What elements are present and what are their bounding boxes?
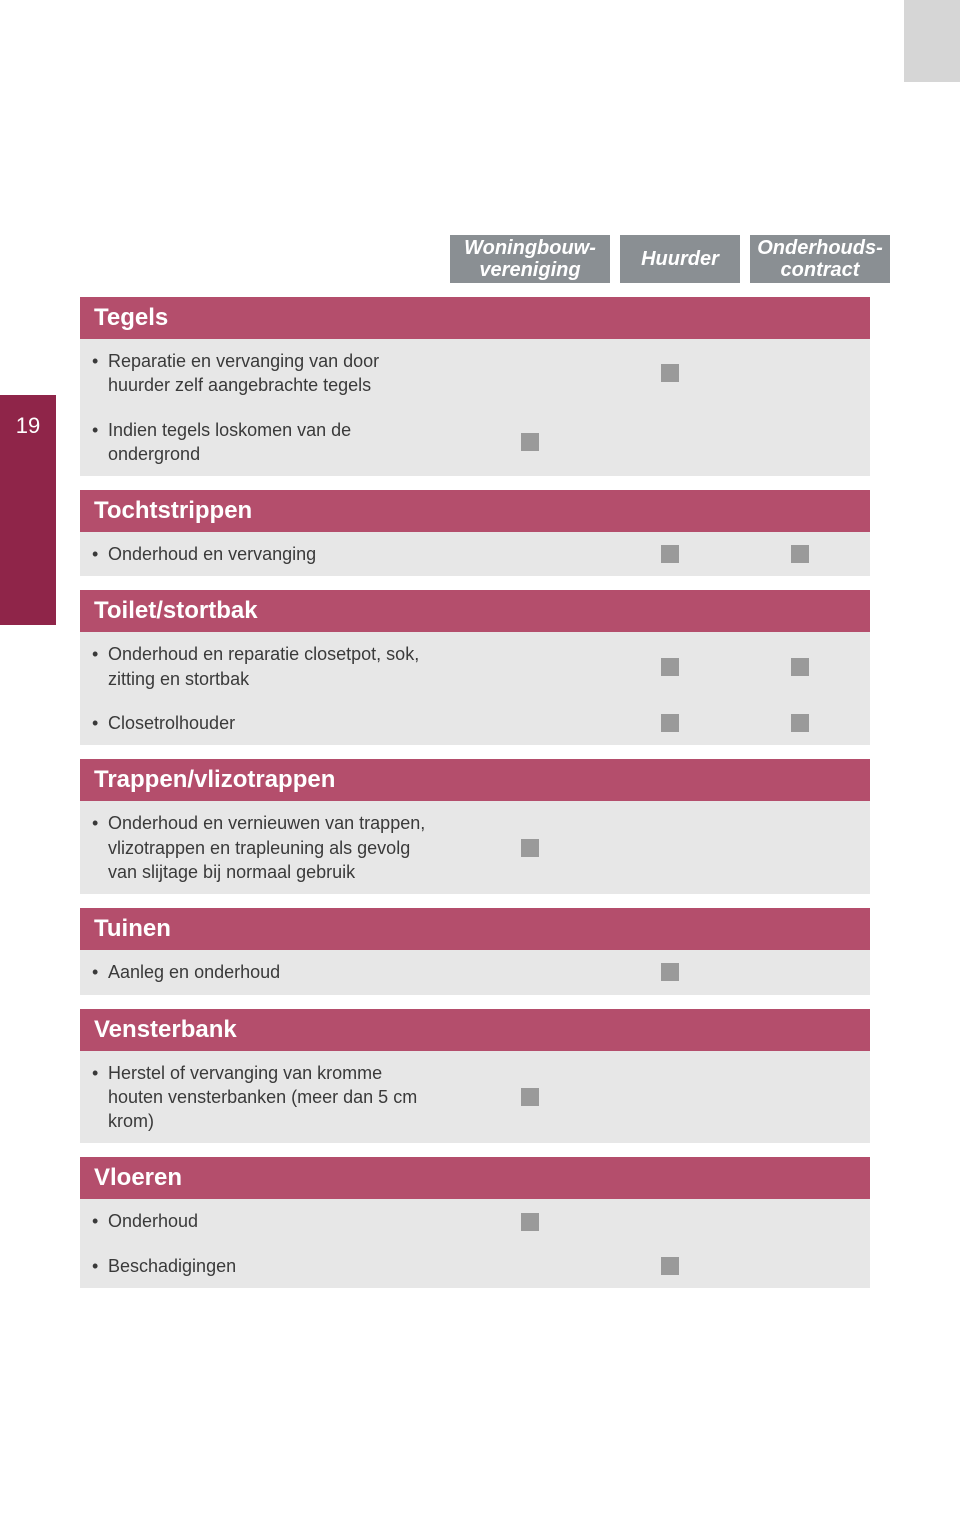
section-body: Herstel of vervanging van kromme houten … (80, 1051, 870, 1144)
table-row: Closetrolhouder (80, 701, 870, 745)
checkmark-icon (521, 433, 539, 451)
checkmark-icon (661, 658, 679, 676)
mark-cell (610, 532, 730, 576)
page: 19 Woningbouw- vereniging Huurder Onderh… (0, 0, 960, 1530)
checkmark-icon (661, 364, 679, 382)
section: Trappen/vlizotrappenOnderhoud en vernieu… (80, 759, 870, 894)
section: TochtstrippenOnderhoud en vervanging (80, 490, 870, 576)
page-number: 19 (0, 395, 56, 625)
mark-cell (450, 1051, 610, 1144)
table-row: Onderhoud en vervanging (80, 532, 870, 576)
mark-cell (730, 339, 870, 408)
mark-cell (450, 532, 610, 576)
checkmark-icon (661, 1257, 679, 1275)
section-header: Trappen/vlizotrappen (80, 759, 870, 801)
mark-cell (610, 701, 730, 745)
section-body: Onderhoud en vervanging (80, 532, 870, 576)
corner-tab (904, 0, 960, 82)
checkmark-icon (661, 545, 679, 563)
checkmark-icon (791, 545, 809, 563)
section-header: Tochtstrippen (80, 490, 870, 532)
section: TuinenAanleg en onderhoud (80, 908, 870, 994)
section-header: Tuinen (80, 908, 870, 950)
section-body: Aanleg en onderhoud (80, 950, 870, 994)
mark-cell (730, 701, 870, 745)
table-row: Reparatie en vervanging van door huurder… (80, 339, 870, 408)
mark-cell (610, 1244, 730, 1288)
row-label: Onderhoud en reparatie closetpot, sok, z… (80, 632, 450, 701)
checkmark-icon (661, 714, 679, 732)
column-header-1-text: Woningbouw- vereniging (464, 237, 596, 281)
row-label: Onderhoud en vervanging (80, 532, 450, 576)
section-header: Vloeren (80, 1157, 870, 1199)
section: VloerenOnderhoudBeschadigingen (80, 1157, 870, 1288)
row-label: Beschadigingen (80, 1244, 450, 1288)
section-body: OnderhoudBeschadigingen (80, 1199, 870, 1288)
row-label: Indien tegels loskomen van de ondergrond (80, 408, 450, 477)
table-row: Indien tegels loskomen van de ondergrond (80, 408, 870, 477)
mark-cell (730, 408, 870, 477)
row-label: Reparatie en vervanging van door huurder… (80, 339, 450, 408)
mark-cell (730, 532, 870, 576)
table-row: Onderhoud en reparatie closetpot, sok, z… (80, 632, 870, 701)
column-header-3-text: Onderhouds- contract (757, 237, 883, 281)
mark-cell (450, 632, 610, 701)
page-number-sidebar: 19 (0, 395, 56, 625)
mark-cell (610, 950, 730, 994)
mark-cell (730, 1199, 870, 1243)
section-body: Onderhoud en vernieuwen van trappen, vli… (80, 801, 870, 894)
row-label: Onderhoud en vernieuwen van trappen, vli… (80, 801, 450, 894)
mark-cell (610, 801, 730, 894)
sections-container: TegelsReparatie en vervanging van door h… (80, 297, 870, 1288)
row-label: Aanleg en onderhoud (80, 950, 450, 994)
checkmark-icon (521, 1213, 539, 1231)
column-header-2: Huurder (620, 235, 740, 283)
mark-cell (730, 950, 870, 994)
column-header-1: Woningbouw- vereniging (450, 235, 610, 283)
mark-cell (450, 408, 610, 477)
mark-cell (730, 1244, 870, 1288)
section: TegelsReparatie en vervanging van door h… (80, 297, 870, 476)
section-body: Onderhoud en reparatie closetpot, sok, z… (80, 632, 870, 745)
mark-cell (610, 1051, 730, 1144)
table-row: Onderhoud (80, 1199, 870, 1243)
table-row: Beschadigingen (80, 1244, 870, 1288)
mark-cell (730, 801, 870, 894)
mark-cell (730, 1051, 870, 1144)
mark-cell (450, 701, 610, 745)
checkmark-icon (791, 714, 809, 732)
mark-cell (450, 1244, 610, 1288)
main-content: Woningbouw- vereniging Huurder Onderhoud… (80, 235, 870, 1302)
row-label: Herstel of vervanging van kromme houten … (80, 1051, 450, 1144)
checkmark-icon (661, 963, 679, 981)
section: VensterbankHerstel of vervanging van kro… (80, 1009, 870, 1144)
table-row: Aanleg en onderhoud (80, 950, 870, 994)
column-header-3: Onderhouds- contract (750, 235, 890, 283)
checkmark-icon (791, 658, 809, 676)
column-header-2-text: Huurder (641, 248, 719, 270)
table-row: Herstel of vervanging van kromme houten … (80, 1051, 870, 1144)
mark-cell (450, 950, 610, 994)
row-label: Closetrolhouder (80, 701, 450, 745)
mark-cell (610, 408, 730, 477)
mark-cell (610, 339, 730, 408)
mark-cell (730, 632, 870, 701)
checkmark-icon (521, 1088, 539, 1106)
section-header: Vensterbank (80, 1009, 870, 1051)
column-headers: Woningbouw- vereniging Huurder Onderhoud… (80, 235, 870, 283)
mark-cell (610, 1199, 730, 1243)
row-label: Onderhoud (80, 1199, 450, 1243)
checkmark-icon (521, 839, 539, 857)
section-body: Reparatie en vervanging van door huurder… (80, 339, 870, 476)
section-header: Tegels (80, 297, 870, 339)
section-header: Toilet/stortbak (80, 590, 870, 632)
section: Toilet/stortbakOnderhoud en reparatie cl… (80, 590, 870, 745)
mark-cell (610, 632, 730, 701)
mark-cell (450, 801, 610, 894)
mark-cell (450, 339, 610, 408)
table-row: Onderhoud en vernieuwen van trappen, vli… (80, 801, 870, 894)
mark-cell (450, 1199, 610, 1243)
